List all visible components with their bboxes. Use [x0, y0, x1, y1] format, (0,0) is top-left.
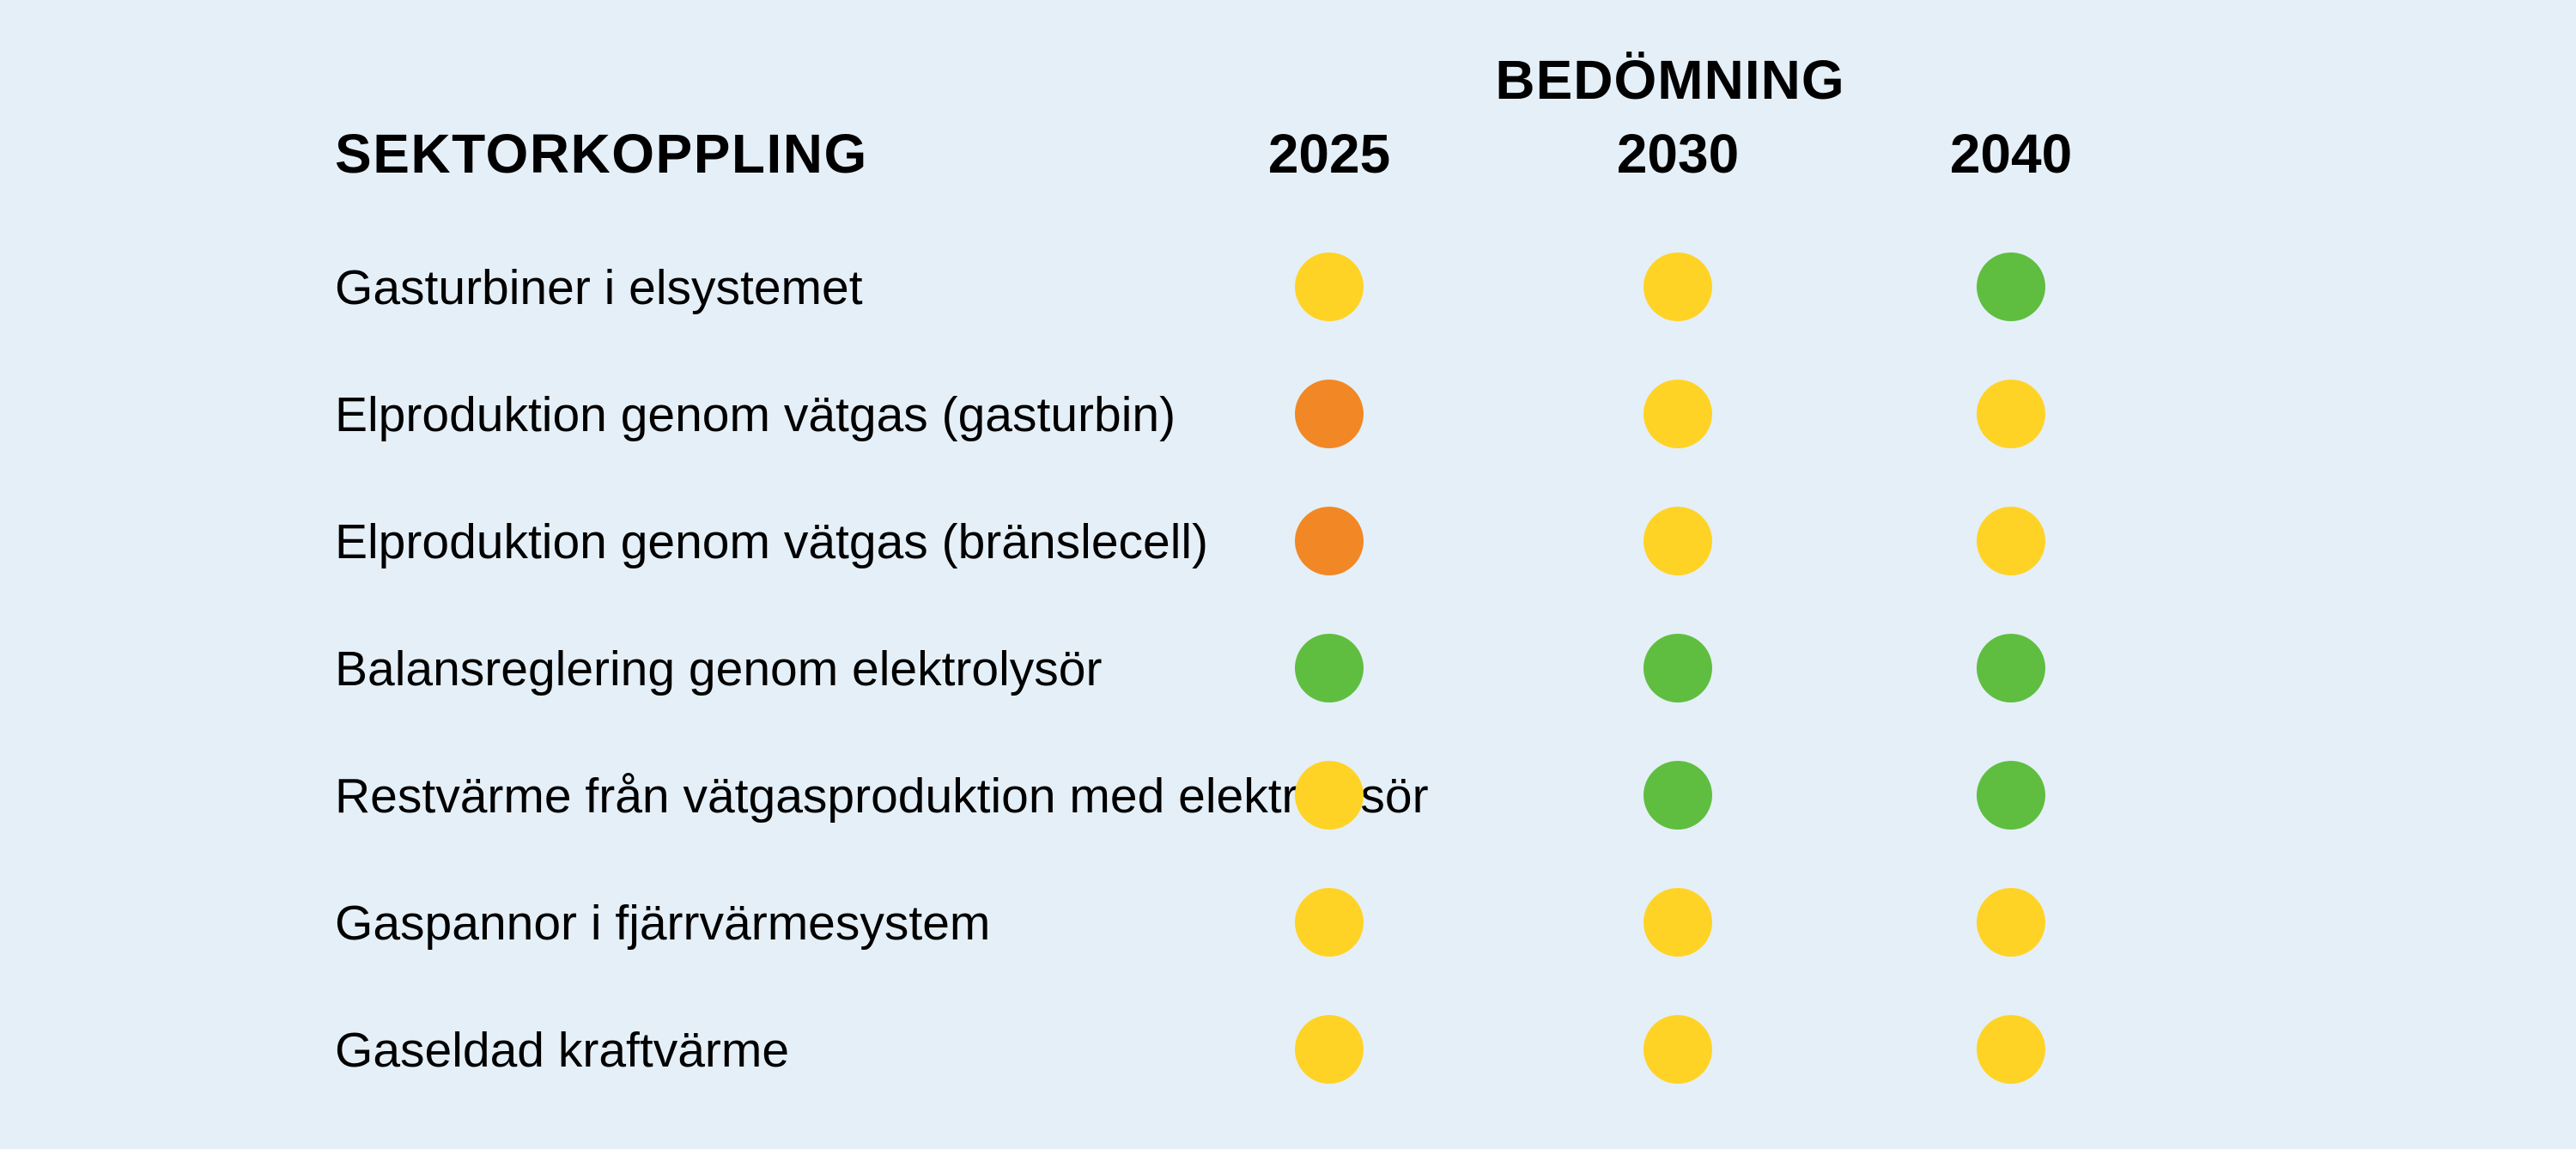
status-dot — [1643, 761, 1712, 830]
header-row: SEKTORKOPPLING 2025 2030 2040 — [326, 122, 2267, 225]
status-dot — [1295, 252, 1364, 321]
status-dot — [1977, 761, 2045, 830]
status-dot — [1295, 634, 1364, 702]
year-header-2025: 2025 — [1268, 122, 1390, 185]
row-label: Elproduktion genom vätgas (gasturbin) — [335, 386, 1176, 443]
table-row: Gaspannor i fjärrvärmesystem — [326, 895, 2267, 1022]
assessment-group-header: BEDÖMNING — [1495, 48, 1844, 112]
sector-header: SEKTORKOPPLING — [335, 122, 868, 185]
status-dot — [1295, 761, 1364, 830]
row-label: Gaseldad kraftvärme — [335, 1022, 789, 1079]
table-row: Elproduktion genom vätgas (gasturbin) — [326, 386, 2267, 514]
table-row: Elproduktion genom vätgas (bränslecell) — [326, 514, 2267, 641]
status-dot — [1977, 634, 2045, 702]
status-dot — [1977, 1015, 2045, 1084]
status-dot — [1643, 634, 1712, 702]
status-dot — [1643, 380, 1712, 448]
row-label: Balansreglering genom elektrolysör — [335, 641, 1102, 697]
status-dot — [1977, 252, 2045, 321]
status-dot — [1643, 1015, 1712, 1084]
status-dot — [1643, 252, 1712, 321]
year-header-2040: 2040 — [1950, 122, 2072, 185]
row-label: Gaspannor i fjärrvärmesystem — [335, 895, 990, 951]
row-label: Elproduktion genom vätgas (bränslecell) — [335, 514, 1208, 570]
status-dot — [1643, 507, 1712, 575]
status-dot — [1977, 380, 2045, 448]
table-row: Gaseldad kraftvärme — [326, 1022, 2267, 1149]
status-dot — [1643, 888, 1712, 957]
status-dot — [1977, 888, 2045, 957]
table-row: Balansreglering genom elektrolysör — [326, 641, 2267, 768]
table-row: Gasturbiner i elsystemet — [326, 259, 2267, 386]
row-label: Restvärme från vätgasproduktion med elek… — [335, 768, 1429, 824]
row-label: Gasturbiner i elsystemet — [335, 259, 863, 316]
status-dot — [1295, 1015, 1364, 1084]
status-dot — [1295, 888, 1364, 957]
rows-container: Gasturbiner i elsystemet Elproduktion gen… — [326, 259, 2267, 1149]
status-dot — [1295, 507, 1364, 575]
year-header-2030: 2030 — [1617, 122, 1739, 185]
table-row: Restvärme från vätgasproduktion med elek… — [326, 768, 2267, 895]
status-dot — [1295, 380, 1364, 448]
status-dot — [1977, 507, 2045, 575]
